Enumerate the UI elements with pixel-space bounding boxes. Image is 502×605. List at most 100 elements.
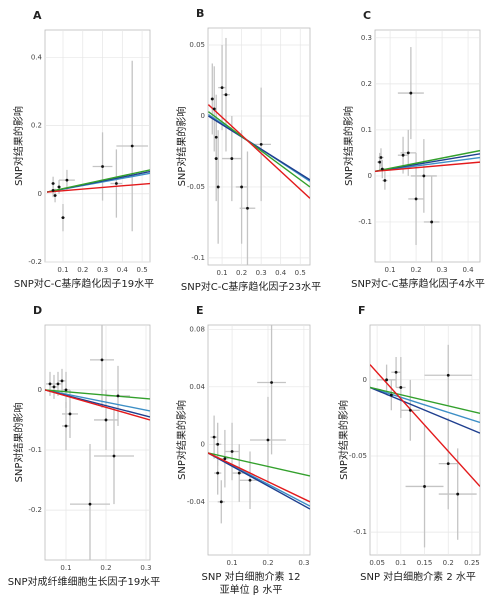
y-tick-label: 0 <box>38 386 42 394</box>
x-tick-label: 0.1 <box>60 564 71 572</box>
x-tick-label: 0.5 <box>137 266 148 274</box>
point <box>409 91 413 95</box>
point <box>240 185 244 189</box>
point <box>430 220 434 224</box>
regression-line <box>375 149 480 173</box>
point <box>51 188 55 192</box>
point <box>104 418 108 422</box>
x-tick-label: 0.2 <box>236 269 247 277</box>
point <box>248 478 252 482</box>
point <box>266 438 270 442</box>
y-tick-label: 0.2 <box>31 122 42 130</box>
point <box>423 485 426 488</box>
point <box>101 165 104 168</box>
point <box>65 178 69 182</box>
y-tick-label: -0.1 <box>28 446 42 454</box>
panel: A -0.2 0 0.2 0.4 0.1 0.2 0.3 0.4 0.5 SNP对结果的影响 SNP对… <box>12 9 154 290</box>
panel-letter: B <box>196 7 204 20</box>
y-tick-label: 0 <box>368 172 372 180</box>
x-axis-label: SNP对C-C基序趋化因子23水平 <box>181 280 321 293</box>
regression-line <box>370 386 480 415</box>
x-tick-label: 0.3 <box>298 559 309 567</box>
x-tick-label: 0.2 <box>100 564 111 572</box>
point <box>60 379 64 383</box>
regression-line <box>370 364 480 487</box>
regression-line <box>370 386 480 424</box>
point <box>219 500 223 504</box>
plot-content <box>45 325 150 560</box>
x-tick-label: 0.25 <box>464 559 480 567</box>
point <box>216 442 220 446</box>
point <box>237 471 241 475</box>
x-tick-label: 0.4 <box>462 266 474 274</box>
point <box>389 393 393 397</box>
regression-line <box>45 389 150 421</box>
panel-letter: C <box>363 9 371 22</box>
point <box>230 157 234 160</box>
y-tick-label: -0.05 <box>187 183 205 191</box>
point <box>379 156 383 159</box>
point <box>56 382 60 386</box>
point <box>212 107 216 111</box>
regression-line <box>47 169 150 193</box>
x-axis-label: SNP对成纤维细胞生长因子19水平 <box>8 575 161 588</box>
x-tick-label: 0.2 <box>410 266 421 274</box>
x-tick-label: 0.3 <box>97 266 108 274</box>
y-tick-label: 0.05 <box>189 41 205 49</box>
point <box>52 385 56 389</box>
x-axis-label: SNP对C-C基序趋化因子19水平 <box>14 277 154 290</box>
plot-area <box>44 324 151 561</box>
point <box>88 502 92 506</box>
x-tick-label: 0.3 <box>436 266 447 274</box>
x-tick-label: 0.3 <box>140 564 151 572</box>
x-tick-label: 0.2 <box>77 266 88 274</box>
panel: B -0.1 -0.05 0 0.05 0.1 0.2 0.3 0.4 0.5 SNP对结果的影响 S… <box>175 7 321 293</box>
point <box>223 457 227 461</box>
x-axis-label: SNP 对白细胞介素 2 水平 <box>360 570 476 583</box>
point <box>456 492 460 496</box>
x-tick-label: 0.1 <box>226 559 237 567</box>
regression-line <box>208 115 310 181</box>
point <box>214 135 218 139</box>
point <box>116 394 120 398</box>
x-tick-label: 0.3 <box>256 269 267 277</box>
point <box>401 153 405 157</box>
y-tick-label: 0.3 <box>361 34 372 42</box>
point <box>112 454 116 458</box>
y-tick-label: 0 <box>201 440 205 448</box>
x-tick-label: 0.1 <box>395 559 406 567</box>
y-tick-label: 0 <box>201 112 205 120</box>
y-tick-label: 0.1 <box>361 126 372 134</box>
point <box>383 179 387 182</box>
point <box>100 358 104 362</box>
panel-letter: F <box>358 304 366 317</box>
x-axis-label: SNP对C-C基序趋化因子4水平 <box>351 277 485 290</box>
plot-content <box>370 344 480 548</box>
point <box>378 160 382 164</box>
point <box>210 97 214 101</box>
y-axis-label: SNP对结果的影响 <box>12 403 25 483</box>
plot-area <box>207 27 311 266</box>
y-tick-label: -0.1 <box>353 528 367 536</box>
y-tick-label: 0.2 <box>361 80 372 88</box>
point <box>214 157 218 160</box>
point <box>57 185 61 189</box>
point <box>399 386 403 389</box>
point <box>53 194 57 197</box>
panel: C -0.1 0 0.1 0.2 0.3 0.1 0.2 0.3 0.4 SNP对结果的影响 SNP对… <box>342 9 485 290</box>
regression-line <box>45 389 150 412</box>
y-tick-label: 0.08 <box>189 325 205 333</box>
y-tick-label: 0 <box>38 190 42 198</box>
point <box>224 93 228 97</box>
y-axis-label: SNP对结果的影响 <box>175 400 188 480</box>
y-axis-label: SNP对结果的影响 <box>342 106 355 186</box>
x-axis-label: SNP 对白细胞介素 12 <box>202 570 301 583</box>
x-tick-label: 0.1 <box>385 266 396 274</box>
y-tick-label: -0.1 <box>358 218 372 226</box>
regression-line <box>375 161 480 173</box>
panel: E -0.04 0 0.04 0.08 0.1 0.2 0.3 SNP对结果的影响 SNP 对白细… <box>175 304 311 596</box>
point <box>220 86 224 90</box>
point <box>130 144 134 148</box>
point <box>394 370 398 374</box>
